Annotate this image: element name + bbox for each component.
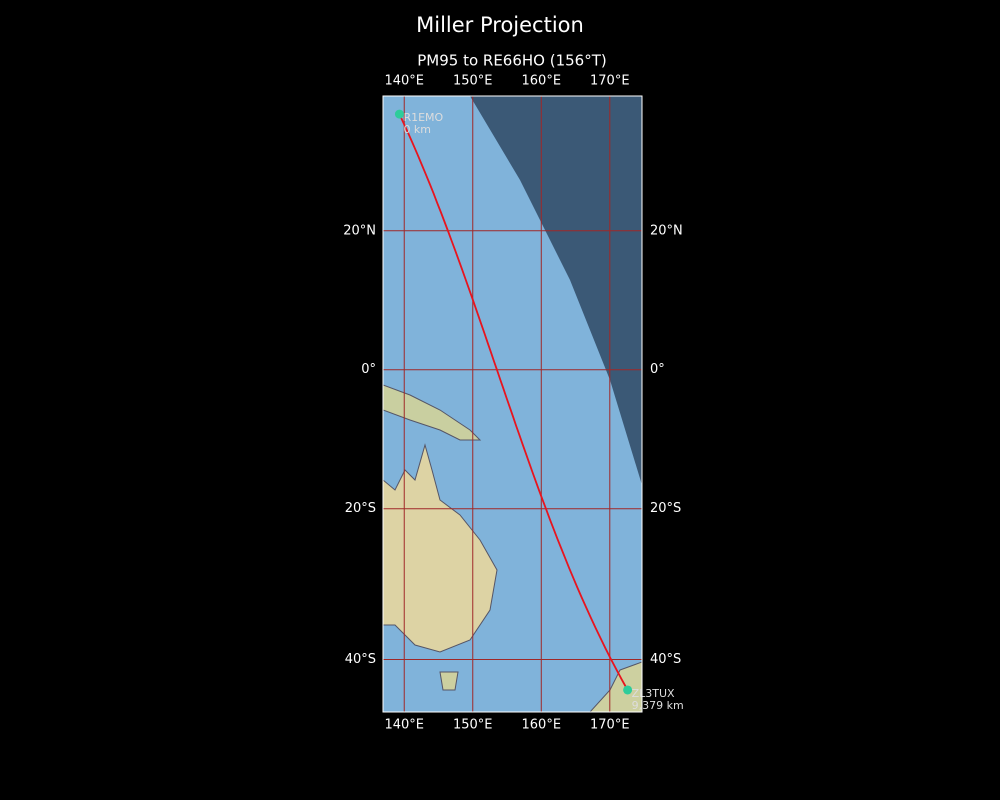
basemap — [383, 96, 642, 712]
lat-label-right: 20°N — [650, 223, 683, 238]
station-distance: 9,379 km — [632, 699, 684, 712]
station-distance: 0 km — [403, 123, 431, 136]
lon-label-bottom: 170°E — [590, 718, 630, 733]
lon-label-bottom: 160°E — [522, 718, 562, 733]
route — [398, 113, 629, 691]
lat-label-left: 20°S — [345, 501, 376, 516]
new-guinea — [383, 384, 482, 441]
subtitle: PM95 to RE66HO (156°T) — [417, 52, 607, 70]
station-name: R1EMO — [403, 111, 443, 124]
title: Miller Projection — [416, 13, 584, 37]
australia — [383, 443, 498, 653]
lat-label-right: 0° — [650, 362, 665, 377]
night-shade — [470, 96, 642, 485]
graticule — [383, 96, 642, 712]
lat-label-left: 20°N — [343, 223, 376, 238]
lat-label-right: 40°S — [650, 652, 681, 667]
lon-label-top: 140°E — [384, 74, 424, 89]
lat-label-right: 20°S — [650, 501, 681, 516]
lat-label-left: 40°S — [345, 652, 376, 667]
lon-label-bottom: 140°E — [384, 718, 424, 733]
lon-label-top: 160°E — [522, 74, 562, 89]
station-marker — [623, 685, 633, 695]
new-zealand — [589, 661, 642, 712]
lon-label-top: 170°E — [590, 74, 630, 89]
lat-label-left: 0° — [361, 362, 376, 377]
tasmania — [439, 671, 459, 691]
map-frame — [382, 95, 643, 713]
station-marker — [394, 109, 404, 119]
overlay: 140°E 140°E 150°E 150°E 160°E 160°E 170°E 170°E… — [343, 74, 683, 733]
lon-label-bottom: 150°E — [453, 718, 493, 733]
lon-label-top: 150°E — [453, 74, 493, 89]
